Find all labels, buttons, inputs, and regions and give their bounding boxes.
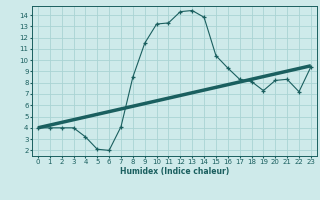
X-axis label: Humidex (Indice chaleur): Humidex (Indice chaleur): [120, 167, 229, 176]
